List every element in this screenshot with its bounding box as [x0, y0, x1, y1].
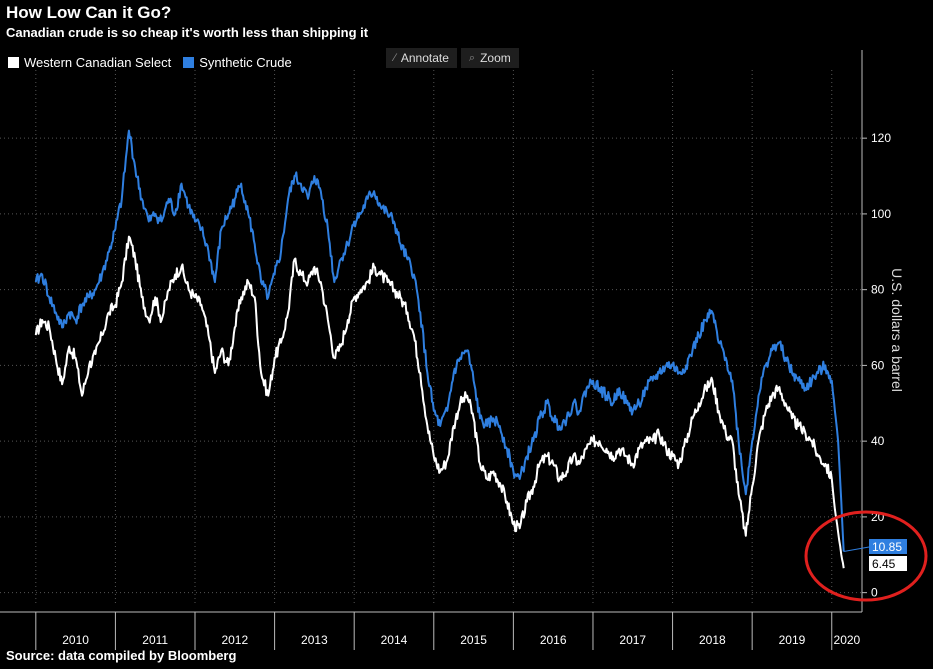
wcs-last-value: 6.45 [872, 557, 896, 571]
magnifier-icon: ⌕ [468, 51, 476, 64]
pencil-icon: ∕ [394, 52, 396, 64]
x-tick-label: 2016 [540, 633, 567, 647]
x-tick-label: 2014 [381, 633, 408, 647]
y-tick-label: 0 [871, 586, 878, 600]
x-tick-label: 2019 [779, 633, 806, 647]
x-tick-label: 2013 [301, 633, 328, 647]
y-tick-label: 40 [871, 434, 885, 448]
legend-swatch-wcs [8, 57, 19, 68]
y-tick-label: 80 [871, 283, 885, 297]
gridlines [0, 70, 862, 604]
x-tick-label: 2017 [619, 633, 646, 647]
series-lines [34, 129, 845, 569]
synthetic-last-value-badge [869, 539, 907, 554]
annotate-button[interactable]: ∕ Annotate [386, 48, 457, 68]
x-tick-label: 2018 [699, 633, 726, 647]
legend-label-wcs: Western Canadian Select [24, 55, 172, 70]
x-tick-label: 2011 [142, 633, 168, 647]
x-tick-label: 2010 [62, 633, 89, 647]
zoom-button[interactable]: ⌕ Zoom [460, 48, 519, 68]
annotate-label: Annotate [400, 51, 449, 65]
legend-swatch-synthetic [183, 57, 195, 68]
highlight-circle [804, 510, 928, 602]
chart-title: How Low Can it Go? [6, 3, 172, 22]
x-tick-label: 2012 [221, 633, 248, 647]
last-value-labels: 10.85 6.45 [843, 539, 907, 571]
chart-toolbar: ∕ Annotate ⌕ Zoom [386, 48, 519, 68]
zoom-label: Zoom [480, 51, 511, 65]
legend-item-wcs[interactable]: Western Canadian Select [8, 55, 171, 70]
chart-legend: Western Canadian Select Synthetic Crude [8, 55, 292, 70]
x-axis: 2010 2011 2012 2013 2014 2015 2016 2017 2018 2019… [0, 611, 862, 650]
x-tick-label: 2015 [460, 633, 487, 647]
chart-subtitle: Canadian crude is so cheap it's worth le… [6, 25, 369, 40]
legend-label-synthetic: Synthetic Crude [199, 55, 292, 70]
y-tick-label: 100 [871, 207, 891, 221]
synthetic-label-leader [843, 546, 870, 553]
wcs-last-value-badge [869, 556, 907, 571]
y-tick-label: 60 [871, 358, 885, 372]
series-line-synthetic [34, 129, 845, 552]
y-tick-label: 120 [871, 131, 891, 145]
synthetic-last-value: 10.85 [872, 540, 902, 554]
series-line-wcs [34, 235, 845, 569]
source-note: Source: data compiled by Bloomberg [6, 648, 237, 663]
legend-item-synthetic[interactable]: Synthetic Crude [183, 55, 292, 70]
x-tick-label: 2020 [834, 633, 861, 647]
